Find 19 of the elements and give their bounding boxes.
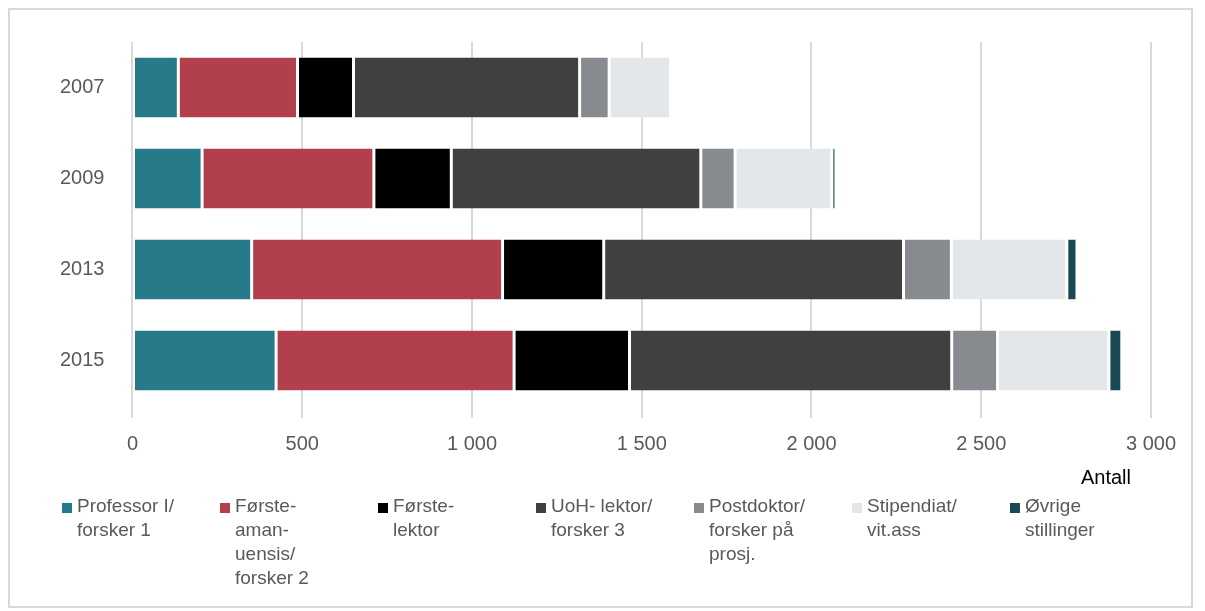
x-tick-label: 2 500 — [956, 431, 1007, 454]
x-tick-label: 1 000 — [446, 431, 498, 454]
x-axis-title: Antall — [1080, 465, 1131, 488]
legend-label: Øvrige stillinger — [1025, 494, 1096, 542]
y-tick-label: 2015 — [59, 348, 105, 371]
x-tick-label: 500 — [285, 431, 319, 454]
legend-label: Professor I/ forsker 1 — [77, 494, 176, 542]
x-tick-label: 3 000 — [1125, 431, 1177, 454]
x-tick-label: 1 500 — [616, 431, 667, 454]
y-tick-label: 2013 — [59, 257, 105, 280]
legend-label: Første- aman- uensis/ forsker 2 — [235, 494, 310, 590]
y-tick-label: 2007 — [59, 75, 105, 98]
legend-label: Postdoktor/ forsker på prosj. — [709, 494, 807, 566]
y-tick-label: 2009 — [59, 166, 105, 189]
x-tick-label: 2 000 — [786, 431, 837, 454]
legend-label: UoH- lektor/ forsker 3 — [551, 494, 654, 542]
x-tick-label: 0 — [126, 431, 139, 454]
legend-label: Stipendiat/ vit.ass — [867, 494, 958, 542]
legend-label: Første- lektor — [393, 494, 456, 542]
